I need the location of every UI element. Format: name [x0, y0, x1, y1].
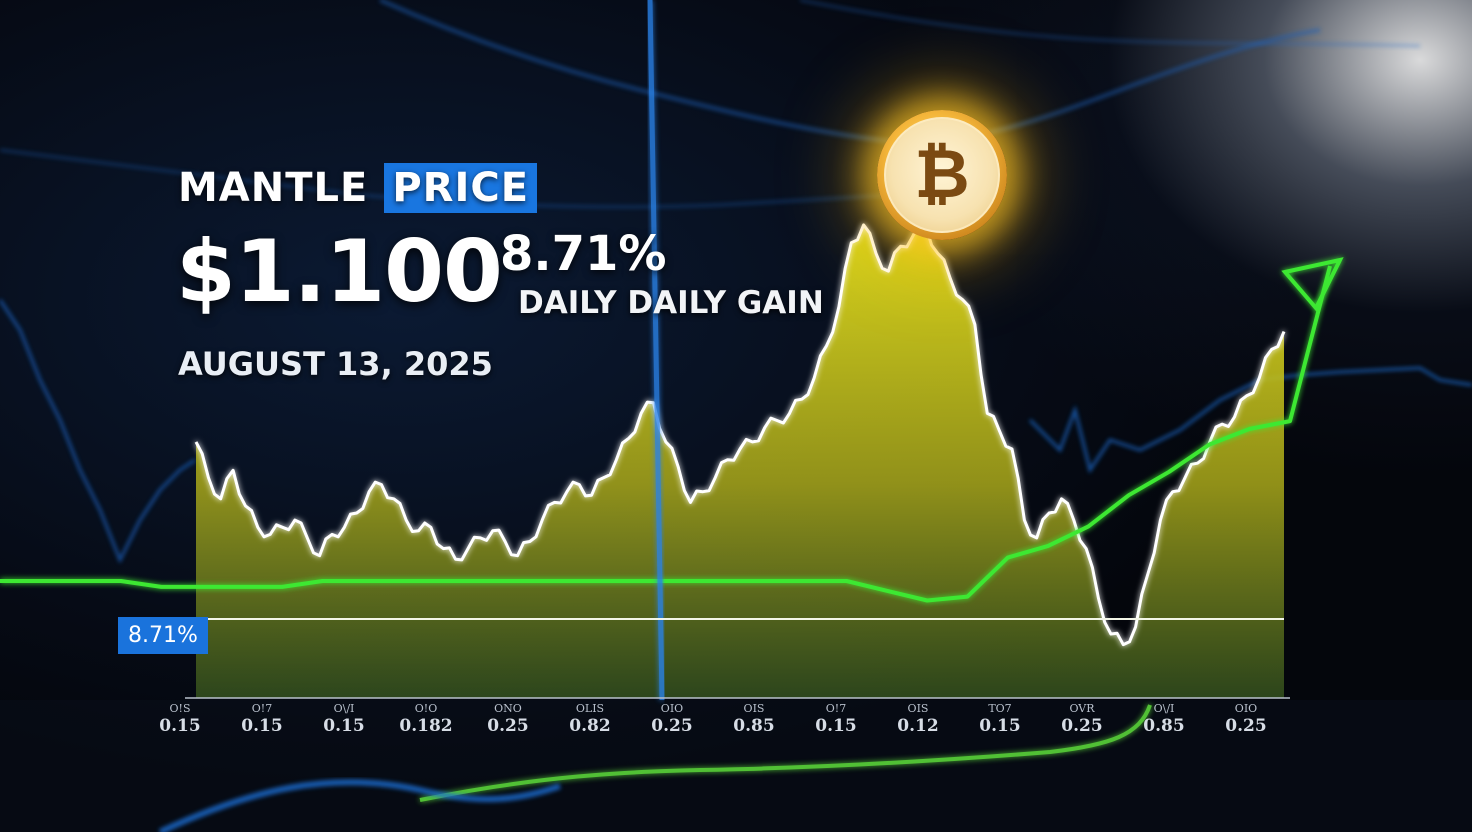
- bitcoin-symbol-icon: ₿: [914, 135, 970, 214]
- x-tick-label: OVR 0.25: [1037, 702, 1127, 736]
- trend-line-green: [0, 265, 1332, 603]
- x-tick-label-bottom: 0.85: [733, 716, 775, 736]
- x-tick-label-bottom: 0.82: [569, 716, 611, 736]
- x-tick-label-bottom: 0.15: [979, 716, 1021, 736]
- price-line: [194, 222, 1286, 647]
- change-percent: 8.71%: [500, 226, 667, 282]
- x-tick-label-top: O!S: [169, 702, 191, 715]
- x-tick-label-top: OVR: [1069, 702, 1095, 715]
- page-title: MANTLE PRICE: [178, 163, 538, 213]
- x-tick-label-bottom: 0.182: [399, 716, 453, 736]
- vertical-cursor-line: [647, 0, 665, 701]
- x-tick-label-top: TO7: [988, 702, 1012, 715]
- x-tick-label-top: O\/I: [1153, 702, 1175, 715]
- x-tick-label-bottom: 0.15: [241, 716, 283, 736]
- x-tick-label-top: O!7: [251, 702, 273, 715]
- x-tick-label-bottom: 0.15: [815, 716, 857, 736]
- x-tick-label-bottom: 0.85: [1143, 716, 1185, 736]
- coin-ring: ₿: [884, 117, 1000, 233]
- x-tick-label: O\/I 0.85: [1119, 702, 1209, 736]
- x-tick-label-top: O!O: [414, 702, 438, 715]
- title-accent: PRICE: [384, 163, 538, 213]
- x-tick-label-bottom: 0.25: [1225, 716, 1267, 736]
- floor-shadow: [0, 700, 1472, 832]
- trend-arrow-head: [1281, 257, 1344, 312]
- x-tick-label-bottom: 0.25: [487, 716, 529, 736]
- x-tick-label-bottom: 0.15: [323, 716, 365, 736]
- x-tick-label-top: O\/I: [333, 702, 355, 715]
- title-primary: MANTLE: [178, 165, 369, 211]
- x-tick-label-top: OIO: [1234, 702, 1258, 715]
- x-tick-label: O!O 0.182: [381, 702, 471, 736]
- x-tick-label-top: OIO: [660, 702, 684, 715]
- x-axis-ticks: O!S 0.15 O!7 0.15 O\/I 0.15 O!O 0.182 ONO 0.25 OLI…: [0, 702, 1472, 752]
- x-tick-label-top: ONO: [494, 702, 522, 715]
- background-line-0: [379, 0, 1321, 144]
- x-tick-label: ONO 0.25: [463, 702, 553, 736]
- reference-badge: 8.71%: [118, 617, 208, 654]
- current-price: $1.100: [176, 222, 503, 322]
- price-date: AUGUST 13, 2025: [178, 345, 493, 383]
- background-line-2: [799, 0, 1421, 48]
- background-line-4: [1028, 366, 1472, 474]
- x-tick-label: OLIS 0.82: [545, 702, 635, 736]
- floor-glow-line-green: [419, 704, 1152, 802]
- x-tick-label: O\/I 0.15: [299, 702, 389, 736]
- x-tick-label: TO7 0.15: [955, 702, 1045, 736]
- background-grid-lines: [0, 0, 1472, 564]
- x-tick-label: OIS 0.85: [709, 702, 799, 736]
- x-tick-label: O!S 0.15: [135, 702, 225, 736]
- x-tick-label-top: OIS: [743, 702, 765, 715]
- x-tick-label-bottom: 0.12: [897, 716, 939, 736]
- bitcoin-coin-icon: ₿: [877, 110, 1007, 240]
- x-tick-label-bottom: 0.25: [1061, 716, 1103, 736]
- x-tick-label-top: OLIS: [575, 702, 605, 715]
- x-tick-label: OIS 0.12: [873, 702, 963, 736]
- x-tick-label-top: OIS: [907, 702, 929, 715]
- x-tick-label-bottom: 0.15: [159, 716, 201, 736]
- x-tick-label: OIO 0.25: [627, 702, 717, 736]
- floor-glow-line-blue: [158, 779, 561, 832]
- change-label: DAILY DAILY GAIN: [518, 285, 824, 321]
- x-tick-label: OIO 0.25: [1201, 702, 1291, 736]
- x-tick-label: O!7 0.15: [791, 702, 881, 736]
- x-tick-label: O!7 0.15: [217, 702, 307, 736]
- background-line-3: [0, 299, 196, 564]
- x-tick-label-top: O!7: [825, 702, 847, 715]
- x-tick-label-bottom: 0.25: [651, 716, 693, 736]
